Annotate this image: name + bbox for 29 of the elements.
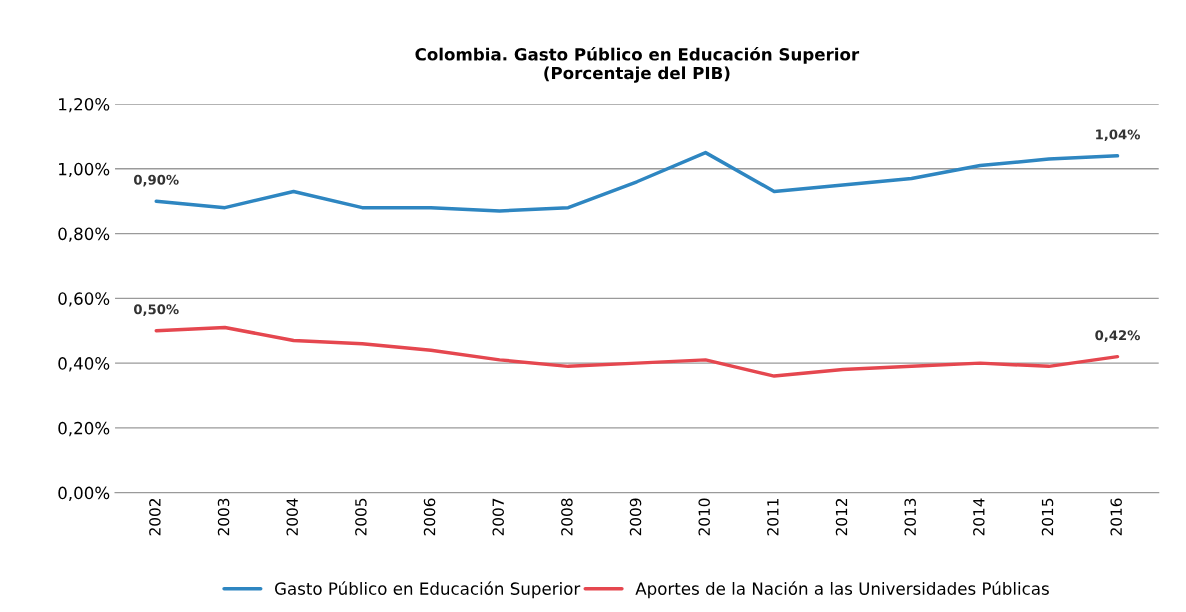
legend-label: Aportes de la Nación a las Universidades Públicas bbox=[635, 581, 1049, 599]
data-label: 0,90% bbox=[133, 174, 179, 187]
y-tick-label: 0,40% bbox=[58, 357, 110, 372]
x-tick-label: 2005 bbox=[355, 498, 367, 536]
x-tick-label: 2014 bbox=[973, 498, 985, 536]
data-label: 0,42% bbox=[1095, 330, 1140, 342]
y-tick-label: 0,80% bbox=[58, 227, 110, 242]
data-label: 0,50% bbox=[133, 304, 179, 316]
x-tick-label: 2008 bbox=[561, 498, 573, 536]
x-tick-label: 2016 bbox=[1110, 498, 1122, 536]
x-tick-label: 2006 bbox=[423, 498, 436, 536]
x-tick-label: 2004 bbox=[286, 498, 298, 536]
x-tick-label: 2013 bbox=[904, 498, 916, 536]
x-tick-label: 2011 bbox=[767, 498, 779, 536]
chart-title: Colombia. Gasto Público en Educación Superior (Porcentaje del PIB) bbox=[415, 47, 860, 83]
y-tick-label: 1,00% bbox=[59, 162, 110, 178]
y-tick-label: 0,00% bbox=[58, 486, 110, 501]
x-tick-label: 2009 bbox=[629, 498, 642, 536]
y-tick-label: 0,60% bbox=[58, 292, 110, 307]
x-tick-label: 2015 bbox=[1041, 498, 1054, 536]
x-tick-label: 2007 bbox=[492, 498, 504, 536]
x-tick-label: 2002 bbox=[149, 499, 161, 536]
x-tick-label: 2012 bbox=[835, 499, 848, 536]
y-tick-label: 1,20% bbox=[59, 98, 110, 113]
x-tick-label: 2010 bbox=[698, 498, 710, 536]
y-tick-label: 0,20% bbox=[58, 421, 110, 437]
data-label: 1,04% bbox=[1096, 129, 1140, 142]
x-tick-label: 2003 bbox=[217, 498, 230, 536]
legend-label: Gasto Público en Educación Superior bbox=[275, 581, 581, 599]
